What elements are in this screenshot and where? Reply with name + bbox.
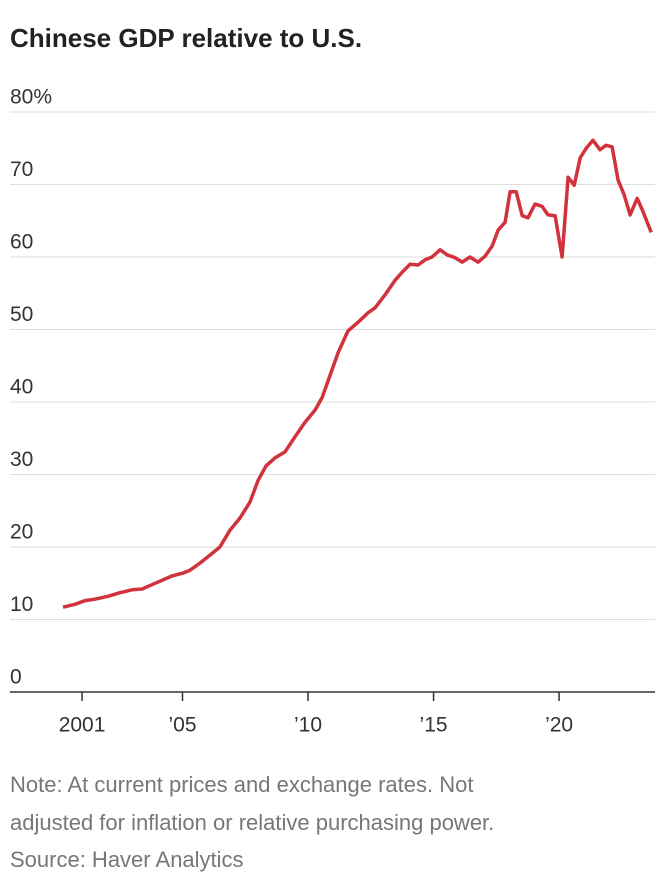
y-tick-label: 80%: [10, 86, 52, 109]
y-tick-label: 20: [10, 521, 33, 544]
y-tick-label: 40: [10, 376, 33, 399]
data-line: [62, 138, 653, 609]
x-tick-label: ’05: [168, 714, 196, 737]
note: adjusted for inflation or relative purch…: [10, 810, 494, 835]
y-tick-label: 60: [10, 231, 33, 254]
y-tick-label: 50: [10, 303, 33, 326]
y-tick-label: 10: [10, 593, 33, 616]
y-tick-label: 0: [10, 666, 22, 689]
x-tick-label: ’20: [545, 714, 573, 737]
y-tick-label: 30: [10, 448, 33, 471]
chart-title: Chinese GDP relative to U.S.: [10, 23, 362, 53]
x-tick-label: ’10: [294, 714, 322, 737]
x-tick-label: ’15: [420, 714, 448, 737]
source: Source: Haver Analytics: [10, 847, 244, 872]
y-tick-label: 70: [10, 158, 33, 181]
x-tick-label: 2001: [59, 714, 106, 737]
note: Note: At current prices and exchange rat…: [10, 772, 473, 797]
